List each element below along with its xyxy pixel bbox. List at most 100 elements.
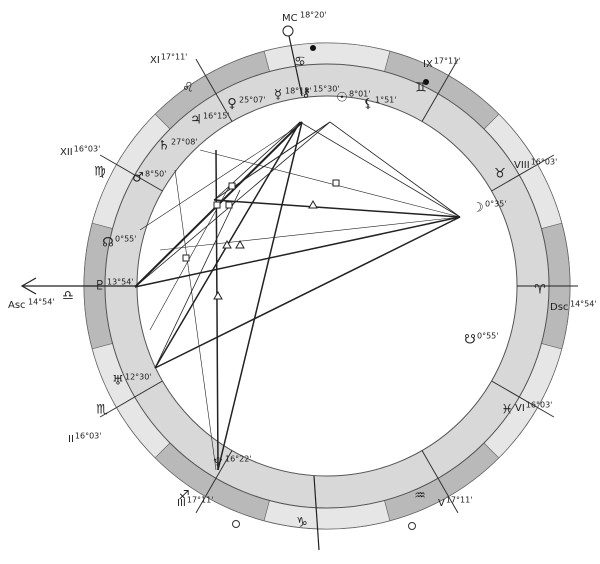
- house-numeral: XII: [60, 147, 73, 158]
- zodiac-sign: ♊: [415, 81, 427, 96]
- planet-degree: 13°54': [107, 278, 134, 287]
- planet-symbol: ♆: [212, 456, 224, 471]
- house-degree: 17°11': [187, 496, 214, 505]
- house-degree: 16°03': [531, 158, 558, 167]
- planet-degree: 0°35': [485, 200, 506, 209]
- aspect-line: [213, 121, 301, 201]
- planet-degree: 1°51': [375, 96, 396, 105]
- aspect-line: [213, 199, 461, 218]
- planet-degree: 15°30': [313, 85, 340, 94]
- house-cusp: [195, 58, 233, 122]
- planet-symbol: ♄: [158, 139, 170, 154]
- house-cusp: [99, 154, 163, 192]
- dsc-degree: 14°54': [570, 300, 597, 309]
- zodiac-sign: ♉: [494, 167, 506, 182]
- planet-degree: 12°30': [125, 373, 152, 382]
- aspect-line: [299, 121, 461, 218]
- aspect-line: [174, 169, 217, 471]
- house-numeral: VIII: [514, 160, 530, 171]
- house-cusp: [491, 380, 555, 418]
- aspect-square: [213, 201, 221, 209]
- planet-degree: 25°07': [239, 96, 266, 105]
- planet-symbol: ☊: [102, 236, 114, 251]
- aspect-square: [332, 179, 340, 187]
- aspect-line: [217, 121, 303, 471]
- ic-axis: [313, 475, 320, 551]
- planet-symbol: ⚸: [363, 97, 373, 112]
- asc-degree: 14°54': [28, 298, 55, 307]
- aspect-line: [159, 216, 461, 251]
- aspect-line: [149, 184, 231, 331]
- aspect-line: [199, 149, 461, 218]
- house-degree: 16°03': [74, 145, 101, 154]
- planet-degree: 0°55': [477, 332, 498, 341]
- planet-symbol: ☿: [274, 88, 282, 103]
- mc-label: MC: [282, 13, 298, 24]
- mc-marker: [282, 25, 294, 37]
- house-cusp: [491, 154, 555, 192]
- aspect-square: [228, 182, 236, 190]
- marker: [232, 520, 240, 528]
- planet-degree: 18°18': [285, 87, 312, 96]
- zodiac-sign: ♑: [296, 516, 308, 531]
- planet-symbol: ♀: [227, 97, 237, 112]
- zodiac-sign: ♋: [294, 55, 306, 70]
- dot: [310, 45, 316, 51]
- planet-symbol: ♂: [132, 171, 144, 186]
- aspect-line: [329, 121, 461, 218]
- marker: [408, 522, 416, 530]
- planet-degree: 16°15': [203, 112, 230, 121]
- house-degree: 17°11': [446, 496, 473, 505]
- dsc-label: Dsc: [550, 302, 568, 313]
- planet-symbol: ♃: [190, 113, 202, 128]
- house-cusp: [99, 380, 163, 418]
- zodiac-sign: ♎: [62, 289, 74, 304]
- aspect-triangle: [213, 290, 223, 300]
- aspect-line: [154, 216, 461, 369]
- mc-axis: [288, 35, 303, 97]
- aspect-line: [139, 124, 301, 231]
- mc-degree: 18°20': [300, 11, 327, 20]
- zodiac-sign: ♒: [414, 489, 426, 504]
- aspect-triangle: [308, 199, 318, 209]
- zodiac-sign: ♏: [96, 403, 108, 418]
- house-degree: 16°03': [526, 401, 553, 410]
- house-cusp: [421, 58, 459, 122]
- aspect-square: [182, 254, 190, 262]
- asc-arrow: [20, 277, 37, 295]
- zodiac-sign: ♍: [94, 165, 106, 180]
- house-numeral: V: [438, 498, 445, 509]
- asc-label: Asc: [8, 300, 26, 311]
- house-degree: 17°11': [434, 57, 461, 66]
- zodiac-sign: ♐: [178, 489, 190, 504]
- house-degree: 16°03': [75, 432, 102, 441]
- planet-degree: 16°22': [225, 455, 252, 464]
- planet-symbol: ☉: [336, 91, 348, 106]
- zodiac-sign: ♈: [534, 283, 546, 298]
- house-numeral: II: [68, 434, 74, 445]
- planet-symbol: ⚷: [301, 86, 311, 101]
- zodiac-sign: ♌: [182, 81, 194, 96]
- planet-degree: 27°08': [171, 138, 198, 147]
- planet-symbol: ☽: [472, 201, 484, 216]
- house-cusp: [421, 450, 459, 514]
- aspect-square: [225, 201, 233, 209]
- house-numeral: III: [177, 498, 186, 509]
- house-numeral: IX: [423, 59, 433, 70]
- dot: [423, 79, 429, 85]
- aspect-triangle: [235, 239, 245, 249]
- house-numeral: VI: [515, 403, 525, 414]
- house-cusp: [195, 450, 233, 514]
- planet-degree: 8°50': [145, 170, 166, 179]
- house-degree: 17°11': [161, 53, 188, 62]
- planet-symbol: ♇: [94, 279, 106, 294]
- planet-degree: 0°55': [115, 235, 136, 244]
- aspect-line: [154, 189, 241, 369]
- planet-symbol: ♅: [112, 374, 124, 389]
- planet-degree: 8°01': [349, 90, 370, 99]
- zodiac-sign: ♓: [501, 403, 513, 418]
- aspect-triangle: [222, 239, 232, 249]
- house-numeral: XI: [150, 55, 160, 66]
- planet-symbol: ☋: [464, 333, 476, 348]
